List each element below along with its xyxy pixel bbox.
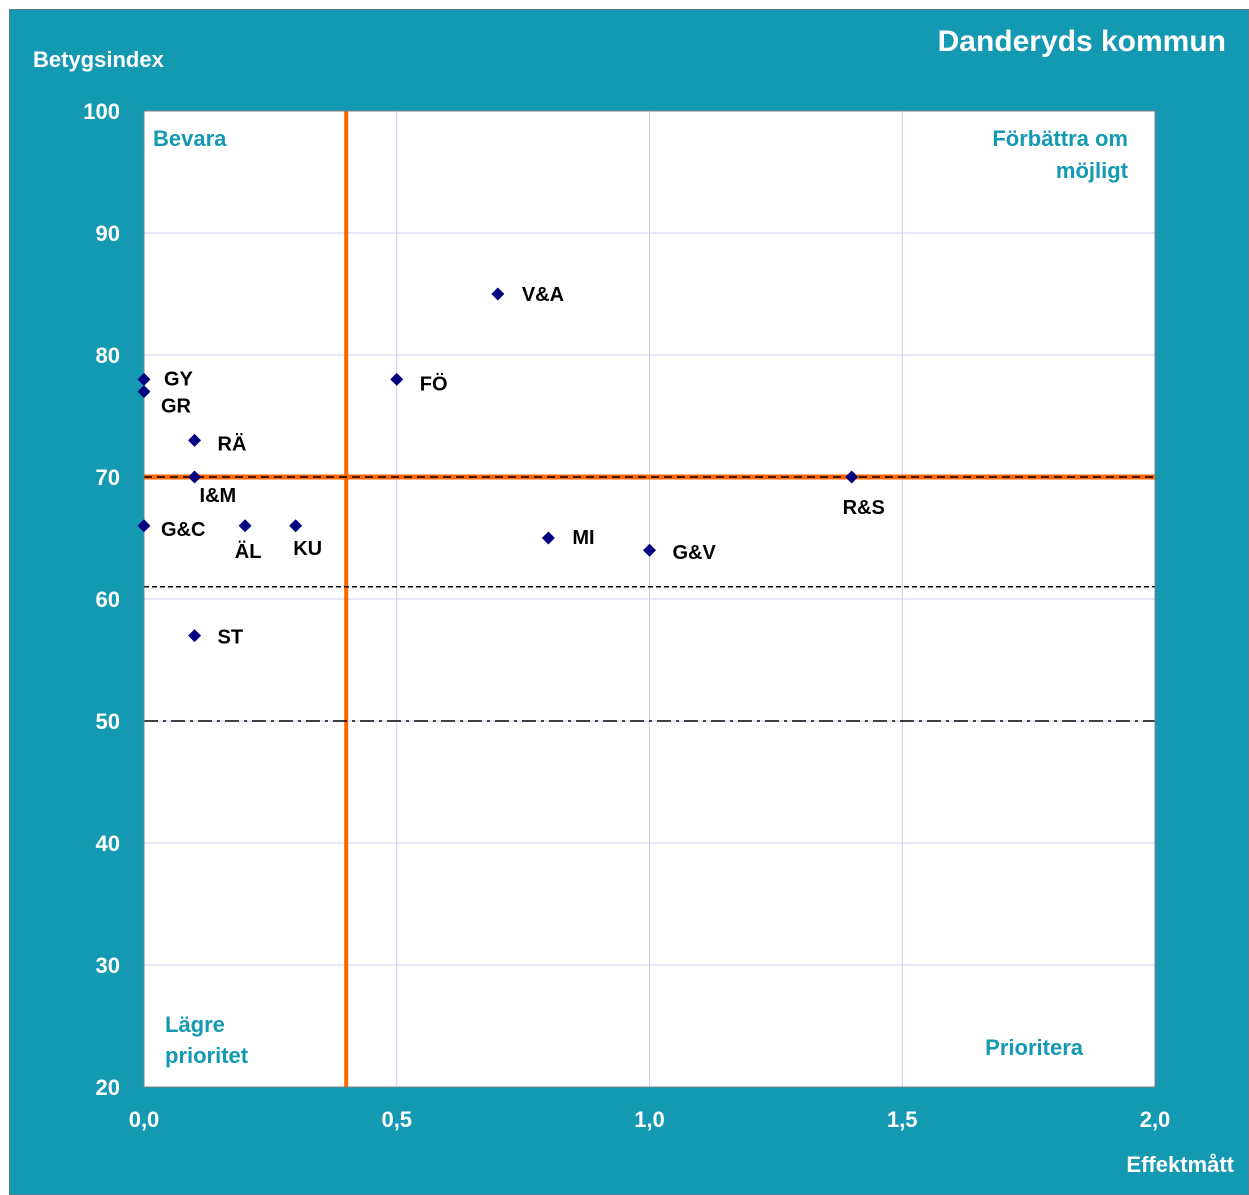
data-point-label: KU [293, 538, 322, 560]
data-point-marker [541, 531, 555, 545]
data-point-marker [188, 433, 202, 447]
data-point-marker [137, 385, 151, 399]
y-tick-label: 30 [96, 953, 120, 978]
x-tick-label: 1,0 [634, 1107, 665, 1132]
x-tick-label: 0,0 [129, 1107, 160, 1132]
data-point-marker [188, 470, 202, 484]
quadrant-label-top-right-line2: möjligt [1056, 158, 1129, 183]
y-tick-label: 50 [96, 709, 120, 734]
data-point-marker [491, 287, 505, 301]
data-point-label: FÖ [420, 372, 448, 395]
quadrant-label-bottom-right: Prioritera [985, 1035, 1084, 1060]
y-tick-label: 40 [96, 831, 120, 856]
data-point-marker [845, 470, 859, 484]
plot-border [143, 110, 1156, 1088]
y-tick-label: 20 [96, 1075, 120, 1100]
data-point-marker [137, 372, 151, 386]
y-tick-label: 100 [83, 99, 120, 124]
data-point-marker [238, 519, 252, 533]
reference-lines [144, 111, 1155, 1087]
x-tick-label: 2,0 [1140, 1107, 1171, 1132]
y-tick-label: 70 [96, 465, 120, 490]
data-point-label: V&A [522, 284, 564, 306]
x-axis-label: Effektmått [1126, 1152, 1234, 1177]
x-tick-label: 0,5 [381, 1107, 412, 1132]
data-points: V&A GY GR FÖ RÄ I&M R&S G&C ÄL KU MI G&V ST [137, 284, 885, 649]
data-point-marker [137, 519, 151, 533]
y-tick-label: 90 [96, 221, 120, 246]
data-point-marker [643, 543, 656, 557]
chart-title: Danderyds kommun [938, 25, 1226, 58]
data-point-marker [390, 372, 404, 386]
data-point-label: G&V [673, 542, 717, 564]
data-point-label: RÄ [218, 432, 247, 455]
data-point-label: ÄL [235, 540, 262, 563]
plot-area-border [143, 110, 1156, 1088]
quadrant-label-top-right-line1: Förbättra om [992, 126, 1128, 151]
tick-labels: 20 30 40 50 60 70 80 90 100 0,0 0,5 1,0 1,5 2,0 [83, 99, 1170, 1132]
y-tick-label: 80 [96, 343, 120, 368]
data-point-label: MI [572, 527, 594, 549]
data-point-label: ST [218, 627, 244, 649]
quadrant-labels: Bevara Förbättra om möjligt Lägre prioritet P… [153, 126, 1129, 1068]
quadrant-label-bottom-left-line1: Lägre [165, 1012, 225, 1037]
y-tick-label: 60 [96, 587, 120, 612]
quadrant-label-top-left: Bevara [153, 126, 227, 151]
data-point-label: I&M [200, 485, 237, 507]
data-point-label: GR [161, 396, 192, 418]
data-point-marker [289, 519, 303, 533]
quadrant-label-bottom-left-line2: prioritet [165, 1043, 249, 1068]
data-point-marker [188, 629, 202, 643]
data-point-label: GY [164, 368, 194, 390]
x-tick-label: 1,5 [887, 1107, 918, 1132]
data-point-label: R&S [843, 497, 885, 519]
y-axis-label: Betygsindex [33, 47, 165, 72]
data-point-label: G&C [161, 519, 205, 541]
